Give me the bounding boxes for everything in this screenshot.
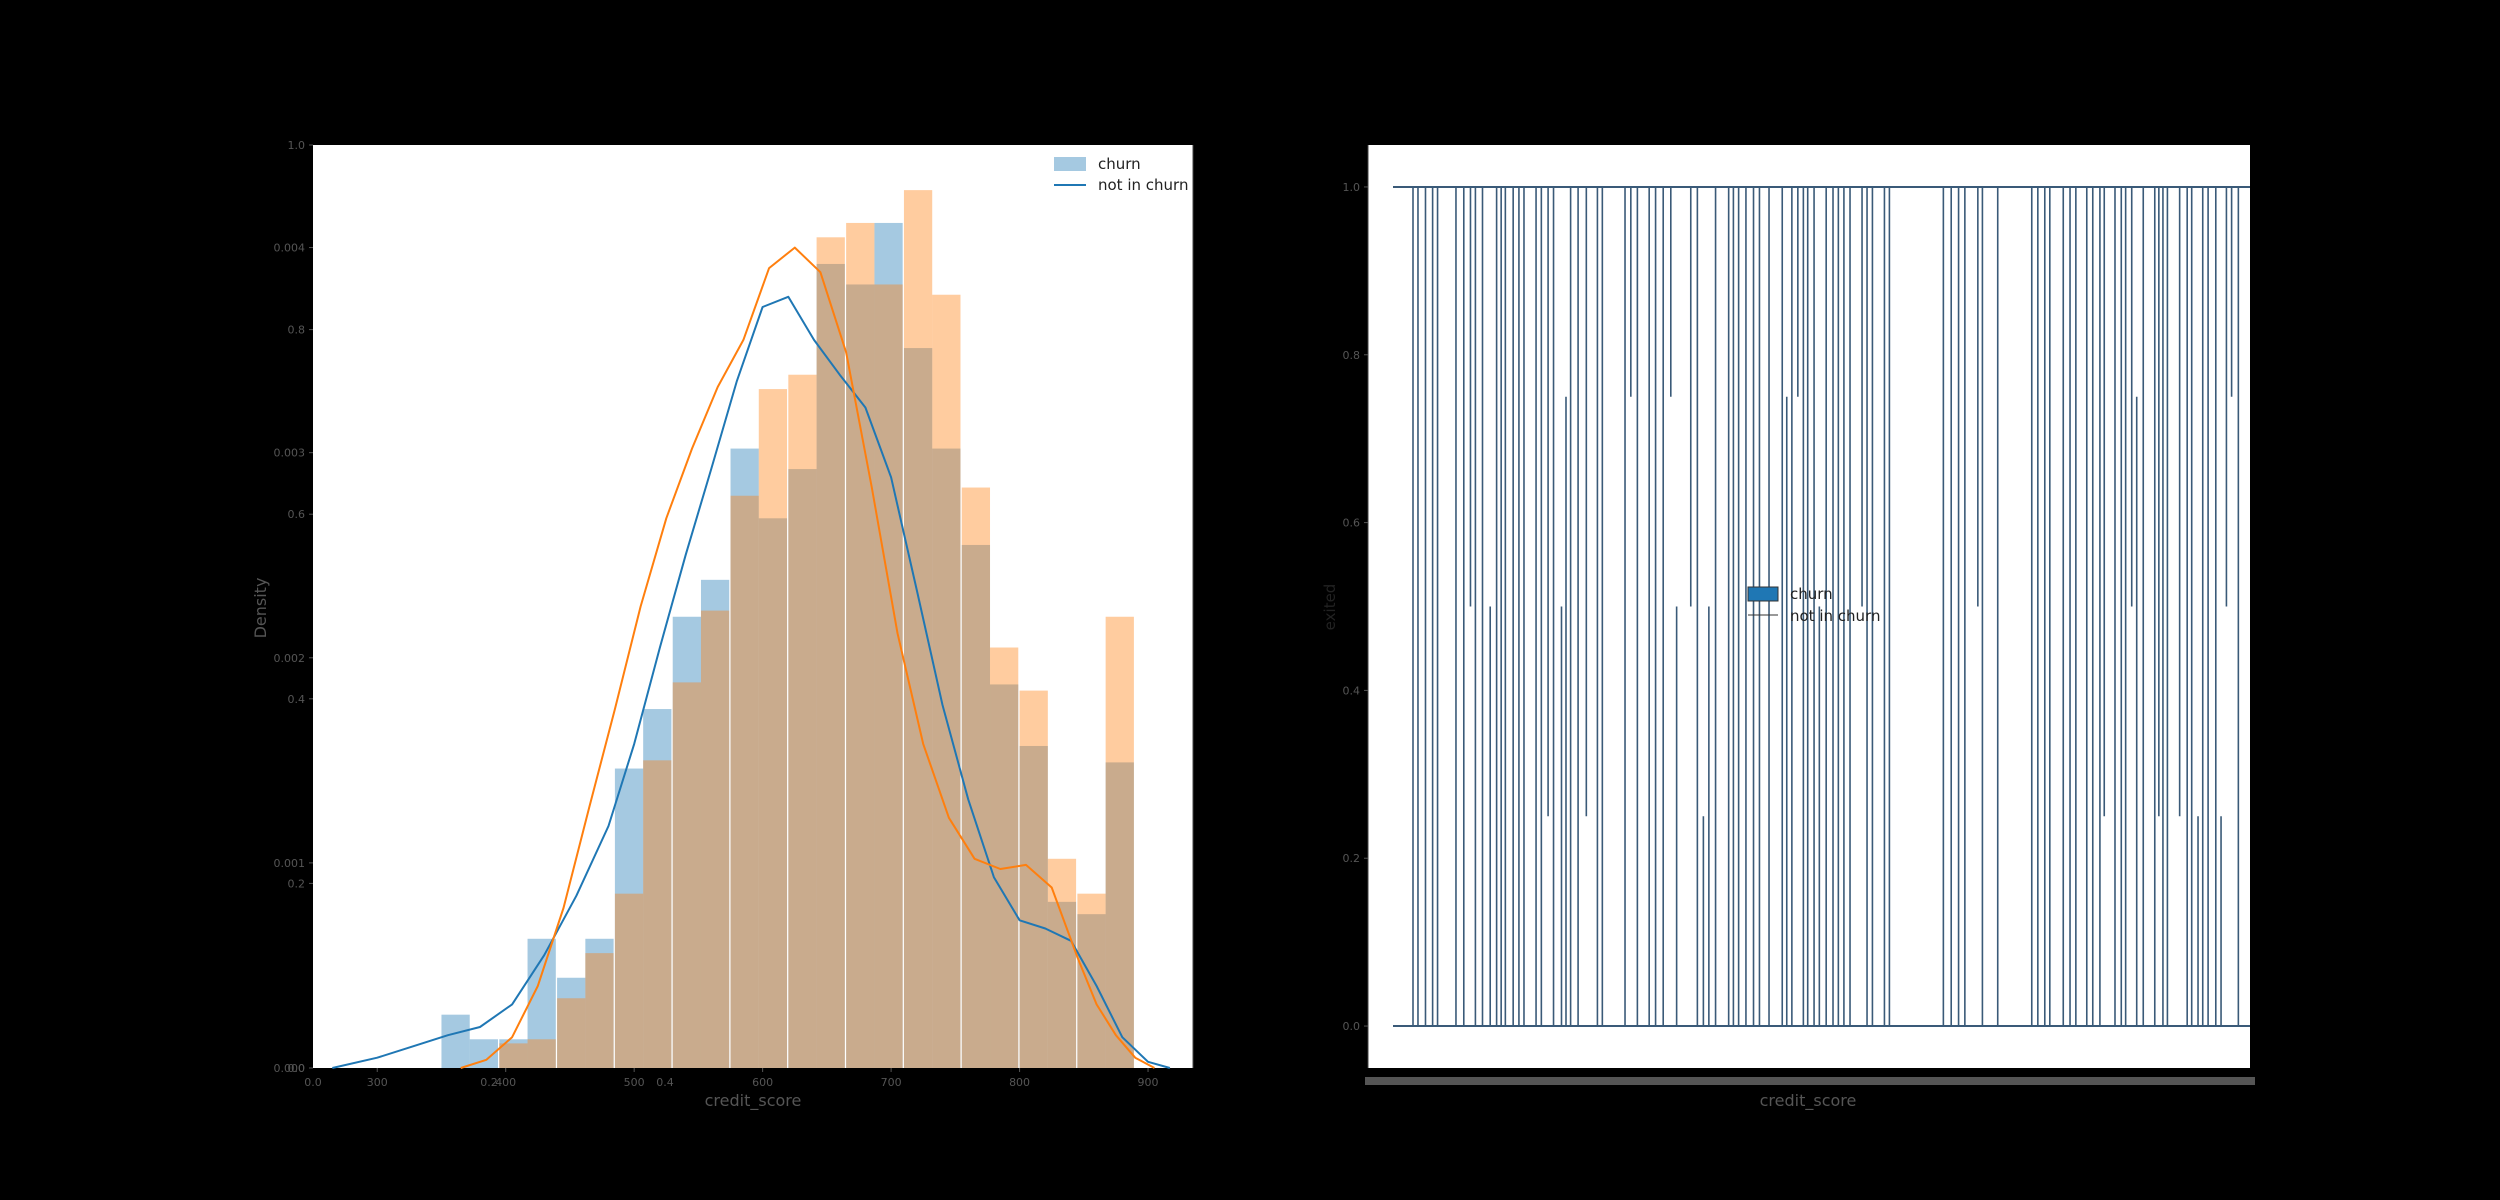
box-legend-swatch-churn xyxy=(1747,586,1779,602)
hist-bar-not-in-churn xyxy=(557,998,586,1068)
hist-bar-churn xyxy=(700,579,730,1068)
overlay-x-tick-label: 0.4 xyxy=(656,1076,674,1089)
boxplot-y-tick-label: 0.6 xyxy=(1343,517,1361,530)
hist-bar-not-in-churn xyxy=(1105,616,1134,1068)
density-x-tick-label: 600 xyxy=(752,1076,773,1089)
boxplot-y-tick-label: 1.0 xyxy=(1343,181,1361,194)
hist-bar-not-in-churn xyxy=(700,610,730,1068)
density-y-ticks: 0.000 0.001 0.002 0.003 0.004 xyxy=(274,242,313,1075)
hist-bar-not-in-churn xyxy=(614,893,644,1068)
hist-bar-not-in-churn xyxy=(758,389,788,1068)
legend-label-churn: churn xyxy=(1098,155,1141,173)
overlay-bars-churn xyxy=(441,222,1134,1069)
boxplot-plot-area xyxy=(1368,145,2250,1068)
hist-bar-not-in-churn xyxy=(499,1043,528,1068)
overlay-y-tick-label: 0.8 xyxy=(288,324,306,337)
box-legend-label-not-in-churn: not in churn xyxy=(1790,607,1880,625)
density-y-tick-label: 0.000 xyxy=(274,1062,306,1075)
density-legend: churn not in churn xyxy=(1054,155,1188,194)
overlay-y-tick-label: 0.4 xyxy=(288,693,306,706)
hist-bar-churn xyxy=(557,977,586,1068)
boxplot-y-tick-label: 0.0 xyxy=(1343,1020,1361,1033)
density-x-tick-label: 300 xyxy=(367,1076,388,1089)
overlay-y-tick-label: 0.2 xyxy=(288,877,306,890)
kde-lines xyxy=(332,246,1171,1069)
hist-bar-churn xyxy=(585,938,614,1068)
hist-bar-churn xyxy=(1047,901,1077,1068)
hist-bar-churn xyxy=(788,469,817,1068)
hist-bar-not-in-churn xyxy=(874,284,903,1068)
density-x-tick-label: 900 xyxy=(1138,1076,1159,1089)
hist-bar-churn xyxy=(614,768,644,1068)
density-y-tick-label: 0.004 xyxy=(274,242,306,255)
density-panel: 0.000 0.001 0.002 0.003 0.004 300 400 500 600 70… xyxy=(251,139,1194,1111)
kde-line-not-in-churn xyxy=(460,246,1155,1069)
overlay-x-tick-label: 0.0 xyxy=(304,1076,322,1089)
hist-bar-not-in-churn xyxy=(990,647,1019,1068)
boxplot-glyphs xyxy=(1393,185,2250,1028)
hist-bar-churn xyxy=(643,709,672,1068)
hist-bar-not-in-churn xyxy=(643,760,672,1068)
boxplot-x-axis-label: credit_score xyxy=(1760,1091,1857,1111)
overlay-x-tick-label: 0.2 xyxy=(480,1076,498,1089)
hist-bar-churn xyxy=(1019,745,1048,1068)
density-y-axis-label: Density xyxy=(251,578,270,639)
hist-bar-churn xyxy=(903,348,933,1068)
hist-bar-not-in-churn xyxy=(672,682,701,1068)
legend-label-not-in-churn: not in churn xyxy=(1098,176,1188,194)
density-y-tick-label: 0.003 xyxy=(274,447,306,460)
overlay-y-tick-label: 0.0 xyxy=(288,1062,306,1075)
hist-bar-not-in-churn xyxy=(585,953,614,1068)
hist-bar-not-in-churn xyxy=(730,495,759,1068)
hist-bar-not-in-churn xyxy=(527,1039,556,1068)
density-plot-area xyxy=(313,145,1193,1068)
hist-bar-not-in-churn xyxy=(846,222,875,1069)
hist-bar-churn xyxy=(846,284,875,1068)
hist-bar-churn xyxy=(1105,762,1134,1068)
density-x-tick-label: 400 xyxy=(495,1076,516,1089)
kde-line-churn xyxy=(332,295,1171,1069)
hist-bar-churn xyxy=(816,263,845,1068)
hist-bar-churn xyxy=(441,1014,470,1068)
hist-bar-churn xyxy=(932,448,961,1068)
density-y-tick-label: 0.002 xyxy=(274,652,306,665)
legend-swatch-churn xyxy=(1054,157,1086,171)
density-x-tick-label: 800 xyxy=(1009,1076,1030,1089)
hist-bar-not-in-churn xyxy=(961,487,991,1069)
overlay-y-tick-label: 1.0 xyxy=(288,139,306,152)
hist-bar-churn xyxy=(730,448,759,1068)
box-legend-label-churn: churn xyxy=(1790,585,1833,603)
boxplot-y-tick-label: 0.8 xyxy=(1343,349,1361,362)
overlay-y-tick-label: 0.6 xyxy=(288,508,306,521)
boxplot-y-axis-label: exited xyxy=(1321,584,1339,631)
density-x-ticks: 300 400 500 600 700 800 900 xyxy=(367,1068,1159,1089)
hist-bar-not-in-churn xyxy=(1047,858,1077,1068)
boxplot-x-tick-strip xyxy=(1365,1077,2255,1085)
hist-bar-not-in-churn xyxy=(903,190,933,1068)
boxplot-y-tick-label: 0.4 xyxy=(1343,684,1361,697)
boxplot-y-ticks: 0.0 0.2 0.4 0.6 0.8 1.0 xyxy=(1343,181,1368,1033)
hist-bar-churn xyxy=(672,616,701,1068)
boxplot-y-tick-label: 0.2 xyxy=(1343,852,1361,865)
density-x-axis-label: credit_score xyxy=(705,1091,802,1111)
hist-bar-churn xyxy=(758,518,788,1068)
density-x-tick-label: 500 xyxy=(624,1076,645,1089)
hist-bar-not-in-churn xyxy=(788,374,817,1068)
density-x-tick-label: 700 xyxy=(881,1076,902,1089)
hist-bar-churn xyxy=(961,544,991,1068)
boxplot-legend: churn not in churn xyxy=(1747,585,1880,625)
overlay-axis-ticks: 0.0 0.2 0.4 0.6 0.8 1.0 0.0 0.2 0.4 xyxy=(288,139,674,1089)
hist-bar-churn xyxy=(874,222,903,1069)
hist-bar-not-in-churn xyxy=(1077,893,1106,1068)
hist-bar-churn xyxy=(990,684,1019,1068)
overlay-bars-notchurn xyxy=(499,190,1134,1069)
boxplot-panel: 0.0 0.2 0.4 0.6 0.8 1.0 credit_score exited c… xyxy=(1321,145,2255,1111)
density-y-tick-label: 0.001 xyxy=(274,857,306,870)
